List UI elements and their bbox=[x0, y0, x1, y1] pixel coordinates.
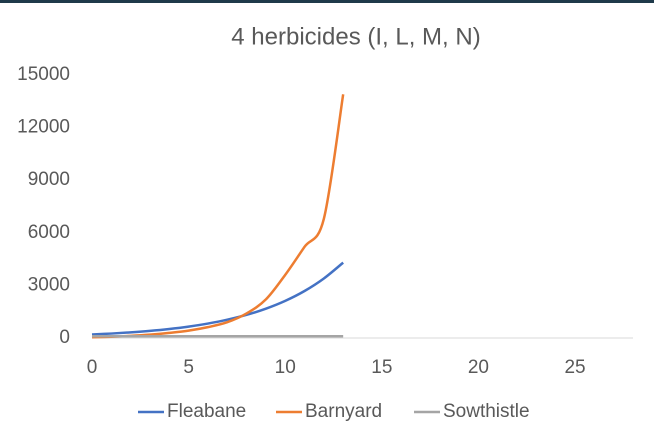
series-line bbox=[91, 261, 344, 336]
x-tick-label: 20 bbox=[468, 357, 489, 378]
y-tick-label: 12000 bbox=[17, 117, 70, 138]
y-tick-label: 3000 bbox=[28, 274, 70, 295]
legend-label: Fleabane bbox=[167, 401, 246, 422]
top-border bbox=[0, 0, 654, 3]
legend-label: Sowthistle bbox=[443, 401, 530, 422]
legend-label: Barnyard bbox=[305, 401, 382, 422]
x-tick-label: 25 bbox=[564, 357, 585, 378]
chart-title: 4 herbicides (I, L, M, N) bbox=[231, 23, 480, 50]
y-tick-label: 9000 bbox=[28, 169, 70, 190]
x-tick-label: 15 bbox=[371, 357, 392, 378]
y-tick-label: 15000 bbox=[17, 64, 70, 85]
y-tick-label: 6000 bbox=[28, 222, 70, 243]
x-tick-label: 0 bbox=[87, 357, 98, 378]
y-tick-label: 0 bbox=[59, 327, 70, 348]
x-tick-label: 10 bbox=[275, 357, 296, 378]
x-tick-label: 5 bbox=[183, 357, 194, 378]
